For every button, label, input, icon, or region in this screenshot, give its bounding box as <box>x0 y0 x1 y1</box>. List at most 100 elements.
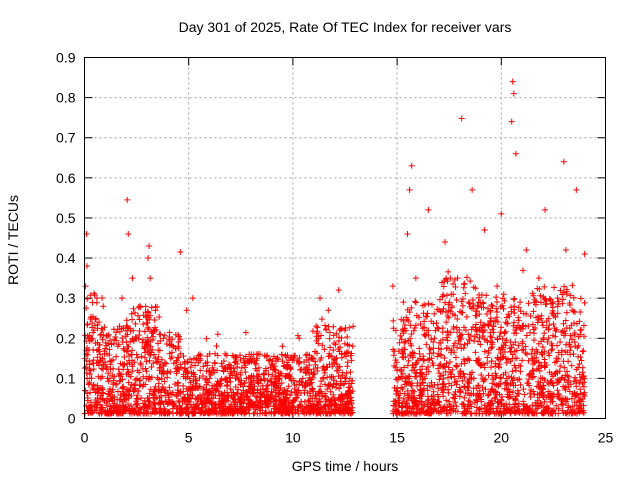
scatter-point <box>155 347 162 354</box>
scatter-point <box>506 345 513 352</box>
data-point <box>134 367 141 374</box>
scatter-point <box>557 363 564 370</box>
scatter-point <box>87 399 94 406</box>
scatter-point <box>194 400 201 407</box>
scatter-point <box>514 376 521 383</box>
scatter-point <box>465 379 472 386</box>
scatter-point <box>398 336 405 343</box>
scatter-point <box>141 403 148 410</box>
scatter-point <box>236 408 243 415</box>
scatter-point <box>341 374 348 381</box>
scatter-point <box>114 396 121 403</box>
scatter-point <box>497 375 504 382</box>
scatter-point <box>268 381 275 388</box>
scatter-point <box>331 401 338 408</box>
scatter-point <box>148 304 155 311</box>
scatter-point <box>519 357 526 364</box>
scatter-point <box>540 336 547 343</box>
scatter-point <box>497 350 504 357</box>
scatter-point <box>405 357 412 364</box>
scatter-point <box>409 354 416 361</box>
scatter-point <box>114 326 121 333</box>
scatter-point <box>249 355 256 362</box>
scatter-point <box>347 384 354 391</box>
scatter-point <box>468 410 475 417</box>
scatter-point <box>418 392 425 399</box>
scatter-point <box>134 392 141 399</box>
scatter-point <box>183 385 190 392</box>
scatter-point <box>313 392 320 399</box>
scatter-point <box>295 410 302 417</box>
scatter-point <box>466 398 473 405</box>
scatter-point <box>233 371 240 378</box>
scatter-point <box>484 360 491 367</box>
scatter-point <box>218 410 225 417</box>
scatter-point <box>572 374 579 381</box>
scatter-point <box>214 352 221 359</box>
scatter-point <box>147 410 154 417</box>
scatter-point <box>475 338 482 345</box>
scatter-point <box>144 334 151 341</box>
scatter-point <box>453 363 460 370</box>
scatter-point <box>245 396 252 403</box>
scatter-point <box>531 337 538 344</box>
scatter-point <box>294 392 301 399</box>
scatter-point <box>330 391 337 398</box>
scatter-point <box>246 404 253 411</box>
scatter-point <box>326 403 333 410</box>
scatter-point <box>467 332 474 339</box>
scatter-point <box>337 375 344 382</box>
scatter-point <box>94 325 101 332</box>
scatter-point <box>183 369 190 376</box>
scatter-point <box>418 406 425 413</box>
scatter-point <box>395 392 402 399</box>
scatter-point <box>537 362 544 369</box>
scatter-point <box>220 368 227 375</box>
scatter-point <box>324 410 331 417</box>
scatter-point <box>412 400 419 407</box>
scatter-point <box>287 392 294 399</box>
scatter-point <box>452 399 459 406</box>
scatter-point <box>515 342 522 349</box>
scatter-point <box>535 378 542 385</box>
scatter-point <box>569 336 576 343</box>
scatter-point <box>443 344 450 351</box>
scatter-point <box>289 399 296 406</box>
scatter-point <box>106 337 113 344</box>
y-axis-label: ROTI / TECUs <box>5 195 21 285</box>
scatter-point <box>488 334 495 341</box>
scatter-point <box>450 323 457 330</box>
scatter-point <box>131 386 138 393</box>
scatter-point <box>98 404 105 411</box>
data-point <box>162 387 169 394</box>
scatter-point <box>571 399 578 406</box>
scatter-point <box>153 394 160 401</box>
scatter-point <box>439 308 446 315</box>
scatter-point <box>132 398 139 405</box>
scatter-point <box>132 320 139 327</box>
scatter-point <box>265 371 272 378</box>
scatter-point <box>577 295 584 302</box>
scatter-point <box>304 366 311 373</box>
scatter-point <box>510 375 517 382</box>
scatter-point <box>561 283 568 290</box>
scatter-point <box>404 387 411 394</box>
scatter-point <box>564 409 571 416</box>
scatter-point <box>443 360 450 367</box>
data-point <box>146 243 153 250</box>
scatter-point <box>203 335 210 342</box>
data-point <box>169 391 176 398</box>
scatter-point <box>487 409 494 416</box>
scatter-point <box>150 400 157 407</box>
scatter-point <box>502 349 509 356</box>
scatter-point <box>416 345 423 352</box>
scatter-point <box>539 351 546 358</box>
scatter-point <box>152 355 159 362</box>
scatter-point <box>171 381 178 388</box>
scatter-point <box>414 382 421 389</box>
scatter-point <box>495 410 502 417</box>
scatter-point <box>193 384 200 391</box>
scatter-point <box>452 388 459 395</box>
scatter-point <box>94 354 101 361</box>
scatter-point <box>436 376 443 383</box>
